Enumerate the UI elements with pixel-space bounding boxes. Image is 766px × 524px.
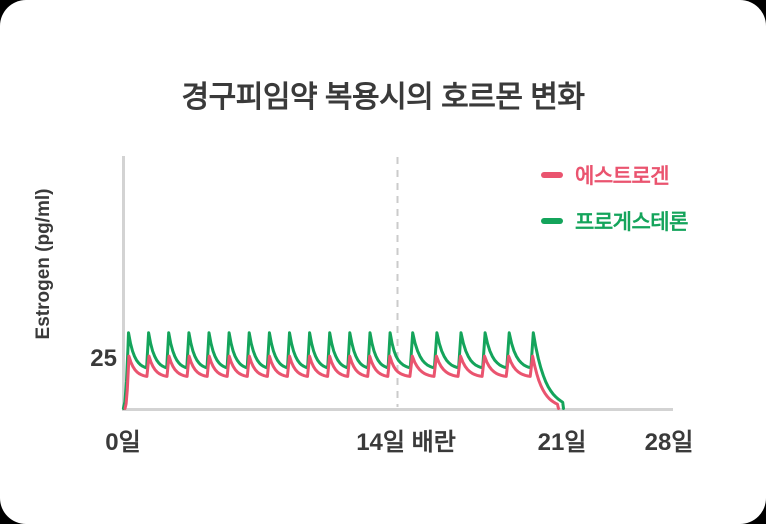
progesterone-legend-label: 프로게스테론 [575,211,688,234]
legend-item-progesterone: 프로게스테론 [541,209,688,234]
x-axis-ticks: 0일 14일 배란 21일 28일 [0,430,766,460]
x-tick-day14-ovulation: 14일 배란 [356,429,456,456]
estrogen-legend-label: 에스트로겐 [575,165,670,188]
progesterone-legend-dash-icon [541,218,563,224]
estrogen-legend-dash-icon [541,172,563,178]
estrogen-line [123,354,560,410]
legend: 에스트로겐 프로게스테론 [541,163,688,234]
legend-item-estrogen: 에스트로겐 [541,163,688,188]
y-tick-25: 25 [90,345,117,372]
progesterone-line [121,331,565,410]
x-tick-day0: 0일 [105,429,141,456]
x-tick-day21: 21일 [537,429,587,456]
x-tick-day28: 28일 [644,429,694,456]
page-title: 경구피임약 복용시의 호르몬 변화 [181,81,585,114]
